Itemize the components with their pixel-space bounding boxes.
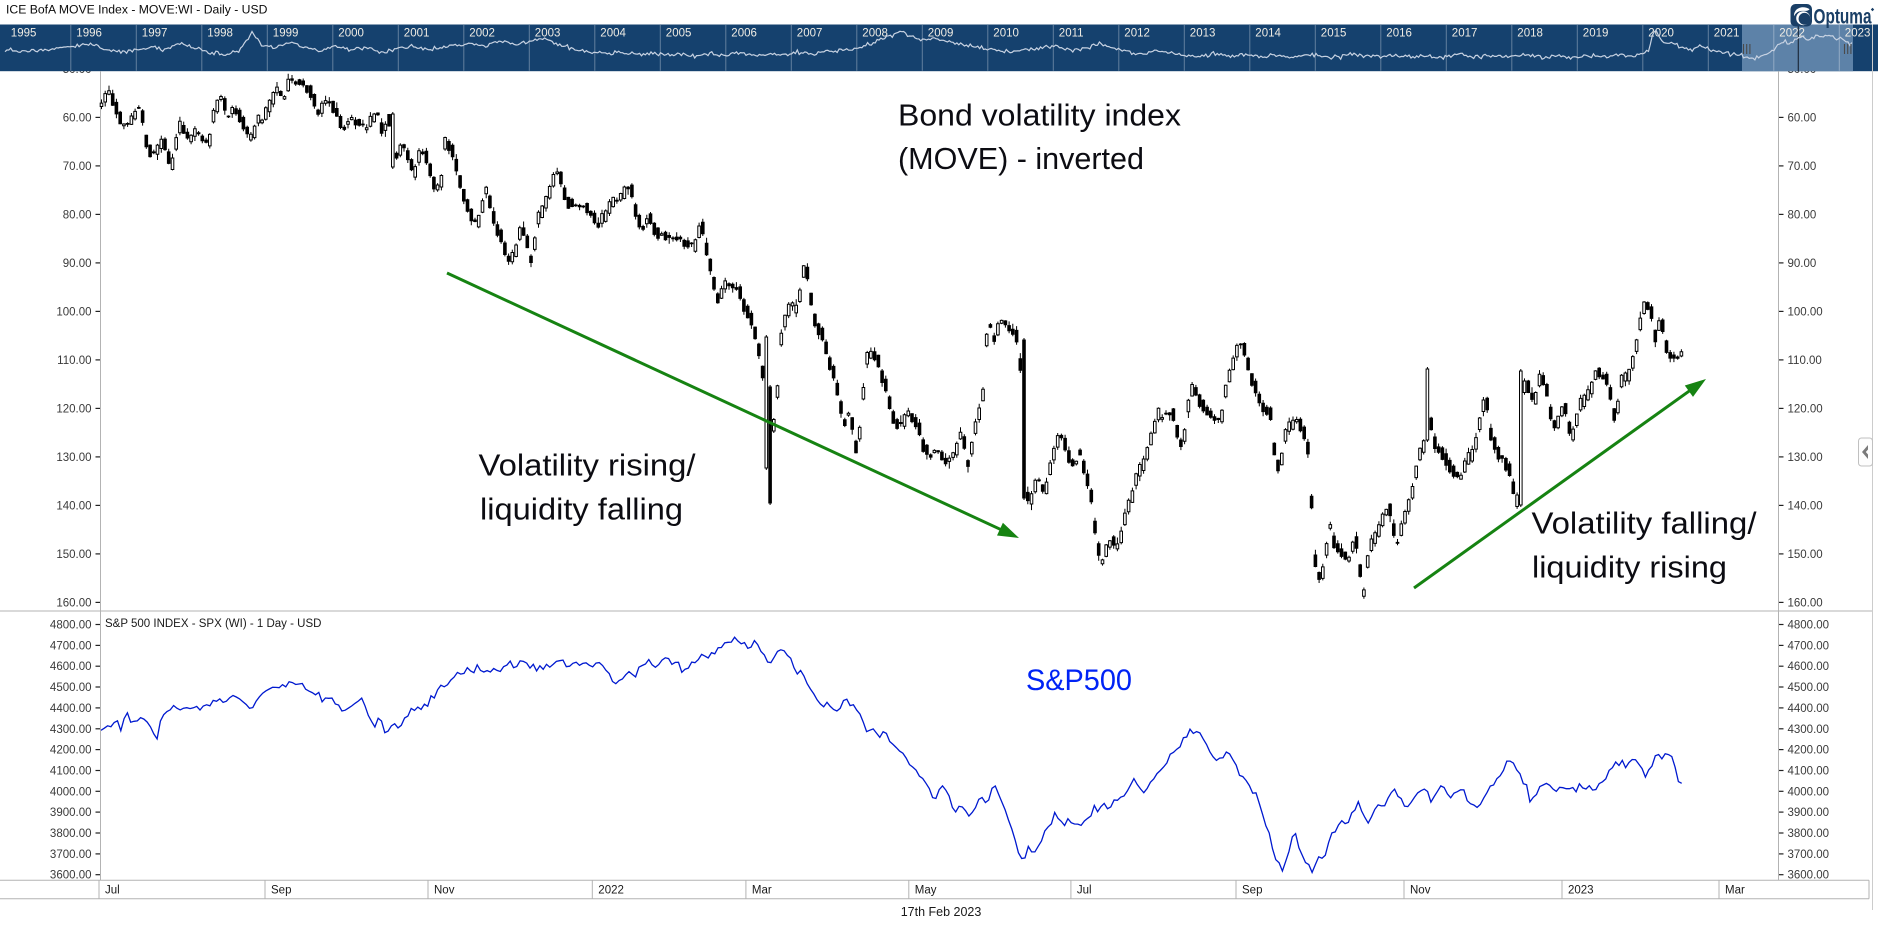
svg-text:2015: 2015 xyxy=(1321,28,1347,40)
svg-text:140.00: 140.00 xyxy=(56,500,91,512)
svg-text:90.00: 90.00 xyxy=(1788,258,1817,270)
svg-text:3600.00: 3600.00 xyxy=(50,870,92,882)
svg-text:2011: 2011 xyxy=(1059,28,1084,40)
svg-text:4600.00: 4600.00 xyxy=(50,661,92,673)
svg-text:2019: 2019 xyxy=(1583,28,1609,40)
svg-text:Jul: Jul xyxy=(105,885,120,897)
svg-text:2002: 2002 xyxy=(469,28,495,40)
svg-text:ICE BofA MOVE Index - MOVE:WI: ICE BofA MOVE Index - MOVE:WI - Daily - … xyxy=(6,3,268,17)
svg-text:2022: 2022 xyxy=(1779,28,1805,40)
svg-text:1995: 1995 xyxy=(11,28,37,40)
svg-text:liquidity falling: liquidity falling xyxy=(480,492,683,527)
svg-text:2007: 2007 xyxy=(797,28,823,40)
svg-text:Volatility falling/: Volatility falling/ xyxy=(1532,506,1757,541)
svg-text:140.00: 140.00 xyxy=(1788,500,1823,512)
svg-text:80.00: 80.00 xyxy=(63,209,92,221)
svg-text:4400.00: 4400.00 xyxy=(1788,703,1830,715)
svg-text:Nov: Nov xyxy=(434,885,455,897)
svg-text:4800.00: 4800.00 xyxy=(1788,620,1830,632)
svg-text:3900.00: 3900.00 xyxy=(50,807,92,819)
svg-text:4500.00: 4500.00 xyxy=(1788,682,1830,694)
svg-text:4100.00: 4100.00 xyxy=(50,766,92,778)
svg-text:4200.00: 4200.00 xyxy=(1788,745,1830,757)
svg-text:4700.00: 4700.00 xyxy=(50,640,92,652)
svg-text:Optuma: Optuma xyxy=(1814,6,1872,29)
svg-text:4000.00: 4000.00 xyxy=(50,786,92,798)
svg-text:2021: 2021 xyxy=(1714,28,1740,40)
svg-text:100.00: 100.00 xyxy=(56,306,91,318)
svg-text:4100.00: 4100.00 xyxy=(1788,766,1830,778)
svg-text:2022: 2022 xyxy=(598,885,624,897)
svg-text:70.00: 70.00 xyxy=(63,161,92,173)
svg-text:4800.00: 4800.00 xyxy=(50,620,92,632)
svg-text:3800.00: 3800.00 xyxy=(1788,828,1830,840)
svg-text:liquidity rising: liquidity rising xyxy=(1532,550,1727,585)
svg-text:80.00: 80.00 xyxy=(1788,209,1817,221)
svg-text:(MOVE) - inverted: (MOVE) - inverted xyxy=(898,141,1144,176)
svg-text:90.00: 90.00 xyxy=(63,258,92,270)
svg-text:Sep: Sep xyxy=(271,885,291,897)
svg-text:3800.00: 3800.00 xyxy=(50,828,92,840)
svg-text:4300.00: 4300.00 xyxy=(1788,724,1830,736)
svg-text:Mar: Mar xyxy=(1725,885,1745,897)
svg-text:S&P500: S&P500 xyxy=(1026,664,1132,697)
svg-text:2008: 2008 xyxy=(862,28,888,40)
svg-text:2023: 2023 xyxy=(1845,28,1871,40)
svg-text:Bond volatility index: Bond volatility index xyxy=(898,98,1182,133)
svg-text:1999: 1999 xyxy=(273,28,299,40)
svg-text:4000.00: 4000.00 xyxy=(1788,786,1830,798)
svg-text:130.00: 130.00 xyxy=(56,452,91,464)
svg-text:Jul: Jul xyxy=(1077,885,1092,897)
svg-text:Sep: Sep xyxy=(1242,885,1262,897)
svg-text:3700.00: 3700.00 xyxy=(1788,849,1830,861)
svg-text:2009: 2009 xyxy=(928,28,954,40)
svg-text:110.00: 110.00 xyxy=(57,355,91,367)
svg-text:3600.00: 3600.00 xyxy=(1788,870,1830,882)
svg-text:150.00: 150.00 xyxy=(56,549,91,561)
svg-text:160.00: 160.00 xyxy=(56,597,91,609)
svg-text:130.00: 130.00 xyxy=(1788,452,1823,464)
svg-text:1996: 1996 xyxy=(76,28,102,40)
svg-text:3900.00: 3900.00 xyxy=(1788,807,1830,819)
svg-text:Mar: Mar xyxy=(752,885,772,897)
svg-text:4300.00: 4300.00 xyxy=(50,724,92,736)
svg-text:100.00: 100.00 xyxy=(1788,306,1823,318)
svg-text:150.00: 150.00 xyxy=(1788,549,1823,561)
svg-text:4600.00: 4600.00 xyxy=(1788,661,1830,673)
svg-text:4500.00: 4500.00 xyxy=(50,682,92,694)
svg-text:4400.00: 4400.00 xyxy=(50,703,92,715)
svg-text:110.00: 110.00 xyxy=(1788,355,1822,367)
svg-text:2000: 2000 xyxy=(338,28,364,40)
svg-text:2017: 2017 xyxy=(1452,28,1478,40)
svg-text:Volatility rising/: Volatility rising/ xyxy=(479,448,696,483)
svg-text:2004: 2004 xyxy=(600,28,626,40)
svg-text:70.00: 70.00 xyxy=(1788,161,1817,173)
svg-text:2010: 2010 xyxy=(993,28,1019,40)
svg-text:1997: 1997 xyxy=(142,28,168,40)
svg-text:2023: 2023 xyxy=(1568,885,1594,897)
svg-text:120.00: 120.00 xyxy=(56,403,91,415)
svg-text:160.00: 160.00 xyxy=(1788,597,1823,609)
svg-text:2001: 2001 xyxy=(404,28,430,40)
svg-text:2020: 2020 xyxy=(1648,28,1674,40)
svg-text:4200.00: 4200.00 xyxy=(50,745,92,757)
svg-text:May: May xyxy=(915,885,937,897)
svg-text:60.00: 60.00 xyxy=(1788,112,1817,124)
svg-text:2006: 2006 xyxy=(731,28,757,40)
svg-text:4700.00: 4700.00 xyxy=(1788,640,1830,652)
svg-text:2003: 2003 xyxy=(535,28,561,40)
svg-text:S&P 500 INDEX - SPX (WI) - 1 D: S&P 500 INDEX - SPX (WI) - 1 Day - USD xyxy=(105,618,321,630)
svg-text:3700.00: 3700.00 xyxy=(50,849,92,861)
svg-text:60.00: 60.00 xyxy=(63,112,92,124)
svg-text:2013: 2013 xyxy=(1190,28,1216,40)
svg-text:2014: 2014 xyxy=(1255,28,1281,40)
svg-text:2012: 2012 xyxy=(1124,28,1150,40)
svg-text:17th Feb 2023: 17th Feb 2023 xyxy=(901,905,982,919)
svg-text:2005: 2005 xyxy=(666,28,692,40)
svg-text:2016: 2016 xyxy=(1386,28,1412,40)
svg-text:Nov: Nov xyxy=(1410,885,1431,897)
svg-text:1998: 1998 xyxy=(207,28,233,40)
svg-text:120.00: 120.00 xyxy=(1788,403,1823,415)
svg-text:2018: 2018 xyxy=(1517,28,1543,40)
